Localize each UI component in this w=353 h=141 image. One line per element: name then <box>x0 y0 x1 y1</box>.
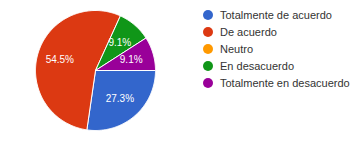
svg-text:27.3%: 27.3% <box>106 93 134 104</box>
html-text:Totalmente de acuerdo: Totalmente de acuerdo <box>220 8 332 21</box>
html-text:Totalmente en desacuerdo: Totalmente en desacuerdo <box>220 76 350 89</box>
svg-text:54.5%: 54.5% <box>46 54 74 65</box>
svg-text:9.1%: 9.1% <box>108 37 131 48</box>
html-text:Neutro: Neutro <box>220 42 253 55</box>
html-text:De acuerdo: De acuerdo <box>220 25 277 38</box>
html-text:En desacuerdo: En desacuerdo <box>220 59 294 72</box>
svg-text:9.1%: 9.1% <box>120 54 143 65</box>
